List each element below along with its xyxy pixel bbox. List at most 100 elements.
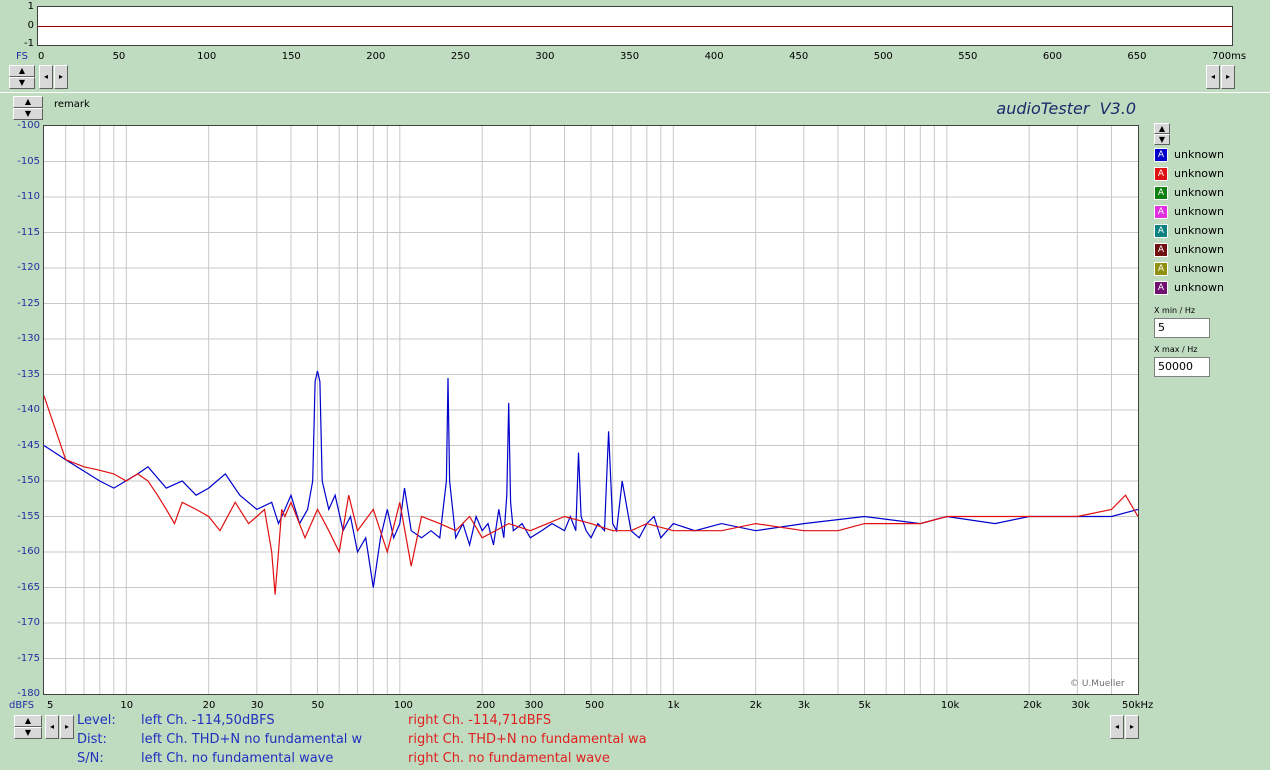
legend-label: unknown: [1174, 186, 1224, 199]
legend-swatch[interactable]: A: [1154, 223, 1168, 238]
left-level: left Ch. -114,50dBFS: [141, 713, 275, 728]
legend-scroll-up-button[interactable]: ▲: [1154, 123, 1170, 134]
legend-label: unknown: [1174, 167, 1224, 180]
level-label: Level:: [77, 713, 116, 728]
time-y-tick: -1: [24, 38, 34, 49]
right-level: right Ch. -114,71dBFS: [408, 713, 552, 728]
time-pan-left-button[interactable]: ◂: [1206, 65, 1220, 89]
xmin-label: X min / Hz: [1154, 306, 1196, 315]
time-x-tick: 500: [873, 51, 893, 62]
time-scale-up-button[interactable]: ▲: [9, 65, 35, 77]
xmax-input[interactable]: 50000: [1154, 357, 1210, 377]
y-tick-label: -180: [17, 688, 40, 699]
bottom-scale-down-button[interactable]: ▼: [14, 727, 42, 739]
xmin-input[interactable]: 5: [1154, 318, 1210, 338]
legend-label: unknown: [1174, 224, 1224, 237]
y-tick-label: -100: [17, 120, 40, 131]
remark-down-button[interactable]: ▼: [13, 108, 43, 120]
legend-label: unknown: [1174, 205, 1224, 218]
time-y-tick: 1: [27, 1, 34, 12]
legend-label: unknown: [1174, 262, 1224, 275]
time-x-tick: 300: [535, 51, 555, 62]
legend-swatch[interactable]: A: [1154, 280, 1168, 295]
time-x-tick: 400: [704, 51, 724, 62]
x-tick-label: 10k: [940, 700, 960, 711]
bottom-pan-left-button[interactable]: ◂: [1110, 715, 1124, 739]
x-tick-label: 10: [120, 700, 134, 711]
x-tick-label: 5: [47, 700, 54, 711]
time-pan-right-button[interactable]: ▸: [1221, 65, 1235, 89]
bottom-scroll-left-button[interactable]: ◂: [45, 715, 59, 739]
right-channel-series: [43, 395, 1139, 595]
time-zero-line: [38, 26, 1232, 27]
y-tick-label: -125: [17, 297, 40, 309]
y-tick-label: -120: [17, 262, 40, 273]
x-tick-label: 100: [393, 700, 413, 711]
x-tick-label: 20k: [1023, 700, 1042, 711]
left-dist: left Ch. THD+N no fundamental w: [141, 732, 363, 747]
legend-swatch[interactable]: A: [1154, 242, 1168, 257]
time-x-tick: 150: [281, 51, 301, 62]
time-scale-down-button[interactable]: ▼: [9, 77, 35, 89]
y-tick-label: -110: [17, 191, 40, 202]
left-sn: left Ch. no fundamental wave: [141, 751, 334, 766]
x-tick-label: 200: [476, 700, 496, 711]
copyright: © U.Mueller: [1070, 679, 1125, 689]
y-tick-label: -150: [17, 475, 40, 486]
y-tick-label: -160: [17, 546, 40, 557]
x-tick-label: 50kHz: [1122, 700, 1154, 711]
time-x-tick: 650: [1127, 51, 1147, 62]
time-x-tick: 0: [38, 51, 45, 62]
legend-label: unknown: [1174, 281, 1224, 294]
sn-label: S/N:: [77, 751, 104, 766]
legend-label: unknown: [1174, 243, 1224, 256]
time-panel: [37, 6, 1233, 46]
spectrum-chart: [43, 125, 1139, 695]
legend-swatch[interactable]: A: [1154, 185, 1168, 200]
legend-scroll-down-button[interactable]: ▼: [1154, 134, 1170, 145]
x-tick-label: 30k: [1071, 700, 1090, 711]
y-tick-label: -105: [17, 155, 40, 167]
y-tick-label: -175: [17, 652, 40, 664]
remark-up-button[interactable]: ▲: [13, 96, 43, 108]
bottom-scroll-right-button[interactable]: ▸: [60, 715, 74, 739]
x-tick-label: 500: [585, 700, 605, 711]
y-tick-label: -170: [17, 617, 40, 628]
time-scroll-right-button[interactable]: ▸: [54, 65, 68, 89]
bottom-scale-up-button[interactable]: ▲: [14, 715, 42, 727]
bottom-pan-right-button[interactable]: ▸: [1125, 715, 1139, 739]
legend-swatch[interactable]: A: [1154, 261, 1168, 276]
x-tick-label: 5k: [858, 700, 871, 711]
time-y-tick: 0: [27, 20, 34, 31]
legend-swatch[interactable]: A: [1154, 204, 1168, 219]
time-x-tick: 250: [450, 51, 470, 62]
time-x-tick: 50: [112, 51, 126, 62]
x-tick-label: 20: [202, 700, 216, 711]
time-x-tick: 600: [1042, 51, 1062, 62]
x-tick-label: 50: [311, 700, 325, 711]
brand-title: audioTester V3.0: [996, 99, 1136, 118]
time-scroll-left-button[interactable]: ◂: [39, 65, 53, 89]
x-tick-label: 2k: [749, 700, 762, 711]
separator: [0, 92, 1270, 93]
y-tick-label: -165: [17, 581, 40, 593]
remark-label: remark: [54, 99, 90, 110]
y-tick-label: -115: [17, 226, 40, 238]
legend-swatch[interactable]: A: [1154, 147, 1168, 162]
legend-swatch[interactable]: A: [1154, 166, 1168, 181]
fs-label: FS: [16, 51, 28, 62]
x-tick-label: 1k: [667, 700, 680, 711]
x-tick-label: 3k: [797, 700, 810, 711]
time-x-tick: 450: [789, 51, 809, 62]
y-tick-label: -135: [17, 368, 40, 380]
time-x-tick: 100: [197, 51, 217, 62]
y-unit-label: dBFS: [9, 700, 35, 711]
